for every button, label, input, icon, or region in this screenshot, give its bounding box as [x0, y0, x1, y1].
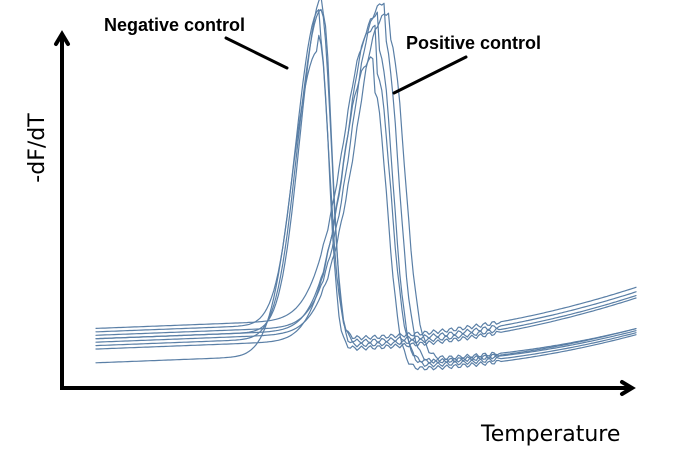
y-axis-label: -dF/dT	[25, 113, 50, 183]
series-line	[95, 34, 637, 364]
positive-control-annotation: Positive control	[406, 33, 541, 53]
series-line	[95, 2, 637, 364]
axes	[60, 34, 632, 390]
series-line	[95, 9, 637, 351]
series-line	[95, 24, 637, 364]
series-line	[95, 0, 637, 348]
negative-control-pointer	[224, 36, 289, 70]
positive-control-pointer	[392, 55, 468, 95]
x-axis-arrow	[620, 380, 636, 396]
curves-group	[95, 0, 637, 371]
series-line	[95, 12, 637, 360]
y-axis-arrow	[54, 30, 70, 46]
x-axis-label: Temperature	[480, 422, 620, 447]
series-line	[95, 8, 637, 347]
negative-control-annotation: Negative control	[104, 15, 245, 35]
series-line	[95, 56, 637, 371]
